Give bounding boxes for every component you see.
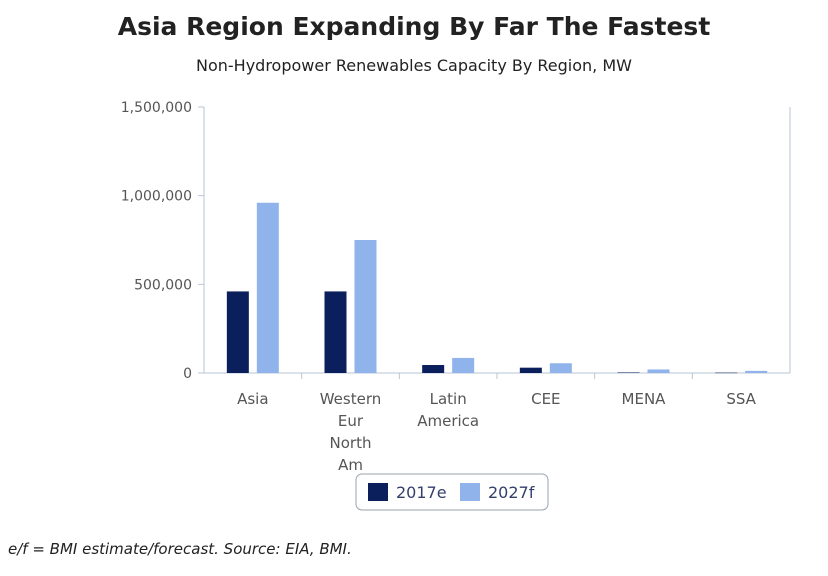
chart-subtitle: Non-Hydropower Renewables Capacity By Re… <box>196 56 632 75</box>
x-tick-label: Asia <box>237 390 268 408</box>
bar-2017e-cee[interactable] <box>519 367 542 373</box>
bar-2027f-asia[interactable] <box>256 202 279 373</box>
y-tick-label: 1,000,000 <box>121 189 192 205</box>
plot-area: 0 500,000 1,000,000 1,500,000 Asia Western Eur… <box>121 100 791 474</box>
legend-box <box>355 473 549 511</box>
x-tick-label: North <box>330 434 372 452</box>
legend[interactable]: 2017e 2027f <box>355 473 549 511</box>
bar-2027f-western-eur-north-am[interactable] <box>354 240 377 373</box>
bar-2027f-ssa[interactable] <box>745 370 768 373</box>
x-tick-label: CEE <box>531 390 560 408</box>
y-tick-label: 0 <box>183 366 192 382</box>
y-tick-label: 1,500,000 <box>121 100 192 116</box>
bar-2017e-latin-america[interactable] <box>422 365 445 373</box>
bar-2017e-asia[interactable] <box>226 291 249 373</box>
bar-2027f-latin-america[interactable] <box>452 357 475 373</box>
legend-label[interactable]: 2027f <box>488 483 535 502</box>
x-tick-label: Latin <box>430 390 467 408</box>
footnote: e/f = BMI estimate/forecast. Source: EIA… <box>8 540 352 558</box>
legend-swatch-2017e[interactable] <box>368 483 388 501</box>
bar-chart: 0 500,000 1,000,000 1,500,000 Asia Western Eur… <box>121 100 791 511</box>
chart-title: Asia Region Expanding By Far The Fastest <box>117 12 711 41</box>
bar-2017e-mena[interactable] <box>617 372 640 373</box>
bar-2027f-mena[interactable] <box>647 369 670 373</box>
x-tick-label: America <box>417 412 479 430</box>
bar-2017e-western-eur-north-am[interactable] <box>324 291 347 373</box>
x-tick-label: Western <box>320 390 382 408</box>
x-tick-label: SSA <box>726 390 756 408</box>
legend-swatch-2027f[interactable] <box>460 483 480 501</box>
x-tick-label: Am <box>338 456 363 474</box>
legend-label[interactable]: 2017e <box>396 483 447 502</box>
y-tick-label: 500,000 <box>134 277 192 293</box>
bar-2027f-cee[interactable] <box>549 363 572 373</box>
x-tick-label: MENA <box>622 390 667 408</box>
x-tick-label: Eur <box>338 412 364 430</box>
bar-2017e-ssa[interactable] <box>715 372 738 374</box>
